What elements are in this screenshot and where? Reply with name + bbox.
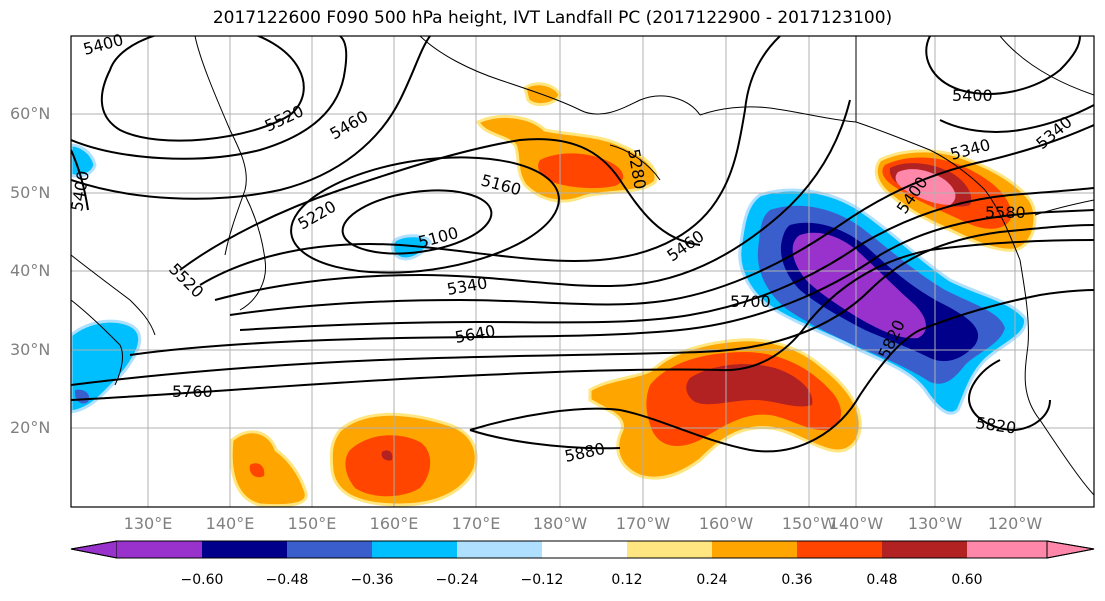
- colorbar-tick-label: 0.48: [866, 572, 898, 588]
- lat-label: 50°N: [10, 183, 51, 202]
- colorbar-segment: [1046, 540, 1095, 559]
- colorbar-tick-label: 0.36: [781, 572, 813, 588]
- contour-label: 5340: [445, 273, 488, 299]
- lat-label: 30°N: [10, 340, 51, 359]
- figure-title: 2017122600 F090 500 hPa height, IVT Land…: [212, 8, 893, 28]
- colorbar-segment: [797, 541, 882, 558]
- colorbar-tick-label: 0.12: [611, 572, 643, 588]
- colorbar-segment: [882, 541, 967, 558]
- contour-label: 5400: [952, 86, 993, 105]
- colorbar-tick-label: −0.12: [520, 572, 564, 588]
- colorbar-segment: [70, 540, 118, 559]
- lon-label: 130°W: [907, 514, 963, 533]
- colorbar-segment: [542, 541, 627, 558]
- lon-label: 160°E: [369, 514, 419, 533]
- lon-label: 160°W: [698, 514, 754, 533]
- colorbar-segment: [287, 541, 372, 558]
- contour-label: 5640: [453, 321, 496, 347]
- lat-label: 40°N: [10, 261, 51, 280]
- colorbar: [70, 540, 1095, 559]
- colorbar-segment: [117, 541, 202, 558]
- contour-label: 5880: [563, 439, 607, 466]
- contour-label: 5520: [262, 101, 307, 135]
- colorbar-tick-label: −0.60: [180, 572, 224, 588]
- contour-label: 5760: [172, 382, 213, 401]
- ivt-shading: [71, 82, 1037, 507]
- map-frame: [70, 35, 1095, 508]
- contour-label: 5160: [479, 171, 523, 200]
- contour-label: 5580: [985, 203, 1026, 222]
- lat-label: 60°N: [10, 104, 51, 123]
- contour-label: 5700: [730, 292, 771, 311]
- lon-label: 120°W: [987, 514, 1043, 533]
- lon-label: 140°W: [828, 514, 884, 533]
- contour-label: 5520: [165, 259, 207, 301]
- lon-label: 150°W: [781, 514, 837, 533]
- colorbar-segment: [372, 541, 457, 558]
- colorbar-segment: [457, 541, 542, 558]
- contour-label: 5460: [327, 107, 372, 144]
- contour-label: 5220: [295, 197, 340, 234]
- lon-label: 170°E: [451, 514, 501, 533]
- colorbar-segment: [202, 541, 287, 558]
- colorbar-segment: [712, 541, 797, 558]
- height-contours: [71, 36, 1094, 453]
- lon-label: 180°W: [532, 514, 588, 533]
- coastlines: [71, 36, 1094, 496]
- negative-anomaly-west: [71, 143, 432, 414]
- contour-labels: 5400 5520 5460 5220 5160 5280 5100 5400 …: [67, 30, 1076, 466]
- colorbar-tick-label: 0.60: [951, 572, 983, 588]
- colorbar-tick-label: −0.24: [435, 572, 479, 588]
- lon-label: 140°E: [205, 514, 255, 533]
- colorbar-tick-label: 0.24: [696, 572, 728, 588]
- contour-label: 5400: [81, 30, 125, 59]
- colorbar-tick-label: −0.36: [350, 572, 394, 588]
- lat-label: 20°N: [10, 418, 51, 437]
- colorbar-segment: [627, 541, 712, 558]
- lon-label: 130°E: [123, 514, 173, 533]
- contour-label: 5820: [974, 413, 1017, 437]
- colorbar-segment: [967, 541, 1047, 558]
- contour-label: 5340: [1032, 112, 1075, 153]
- lon-label: 150°E: [287, 514, 337, 533]
- colorbar-tick-label: −0.48: [265, 572, 309, 588]
- lon-label: 170°W: [615, 514, 671, 533]
